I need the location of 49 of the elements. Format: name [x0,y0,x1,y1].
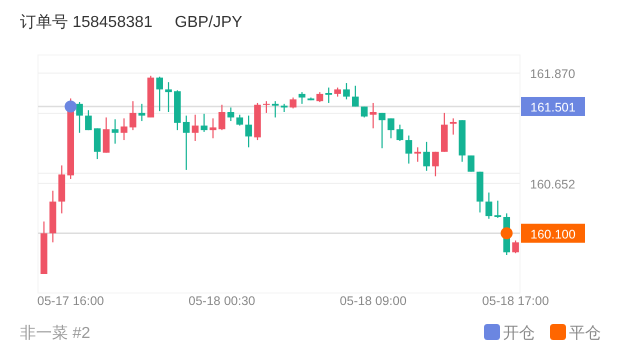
candlestick [112,118,118,144]
x-tick-label: 05-17 16:00 [37,294,104,308]
candlestick [76,101,83,134]
candlestick [343,82,350,100]
candlestick [432,151,439,177]
candlestick [298,92,306,104]
candlestick [218,104,226,131]
candlestick [450,118,457,136]
candlestick [210,118,216,139]
legend-label: 开仓 [503,325,535,342]
candlestick [200,113,208,133]
chart-title: 订单号 158458381 GBP/JPY [20,13,243,31]
legend-label: 平仓 [569,325,601,342]
candlestick [156,76,163,112]
candlestick [352,85,359,108]
candlestick [494,200,502,218]
candlestick [485,192,492,220]
candlestick [280,103,288,113]
candlestick [360,106,368,118]
candlestick [405,134,412,164]
candlestick [85,110,92,131]
candlestick [192,114,199,142]
ref-line-label: 161.501 [530,100,576,114]
x-tick-label: 05-18 17:00 [482,294,549,308]
candlestick [94,128,101,160]
candlestick [263,100,270,114]
candlestick [182,115,190,171]
candlestick [378,112,386,149]
candlestick [236,114,244,126]
candlestick [245,115,252,148]
candlestick [316,92,324,103]
ref-line-label: 160.100 [530,227,576,242]
candlestick [396,124,404,142]
y-tick-label: 160.652 [530,177,576,192]
candlestick [165,82,172,113]
x-tick-label: 05-18 09:00 [340,294,407,308]
candlestick [325,86,332,104]
candlestick [102,116,110,154]
candlestick [227,106,234,122]
candlestick [290,96,296,109]
x-tick-label: 05-18 00:30 [188,294,256,308]
candlestick [512,240,519,254]
candlestick [120,118,128,141]
text: 非一菜 #2 [20,324,90,342]
candlestick [423,141,430,172]
candlestick [388,118,394,139]
candlestick [334,86,341,98]
candlestick [130,100,136,131]
y-tick-label: 161.870 [530,67,576,82]
